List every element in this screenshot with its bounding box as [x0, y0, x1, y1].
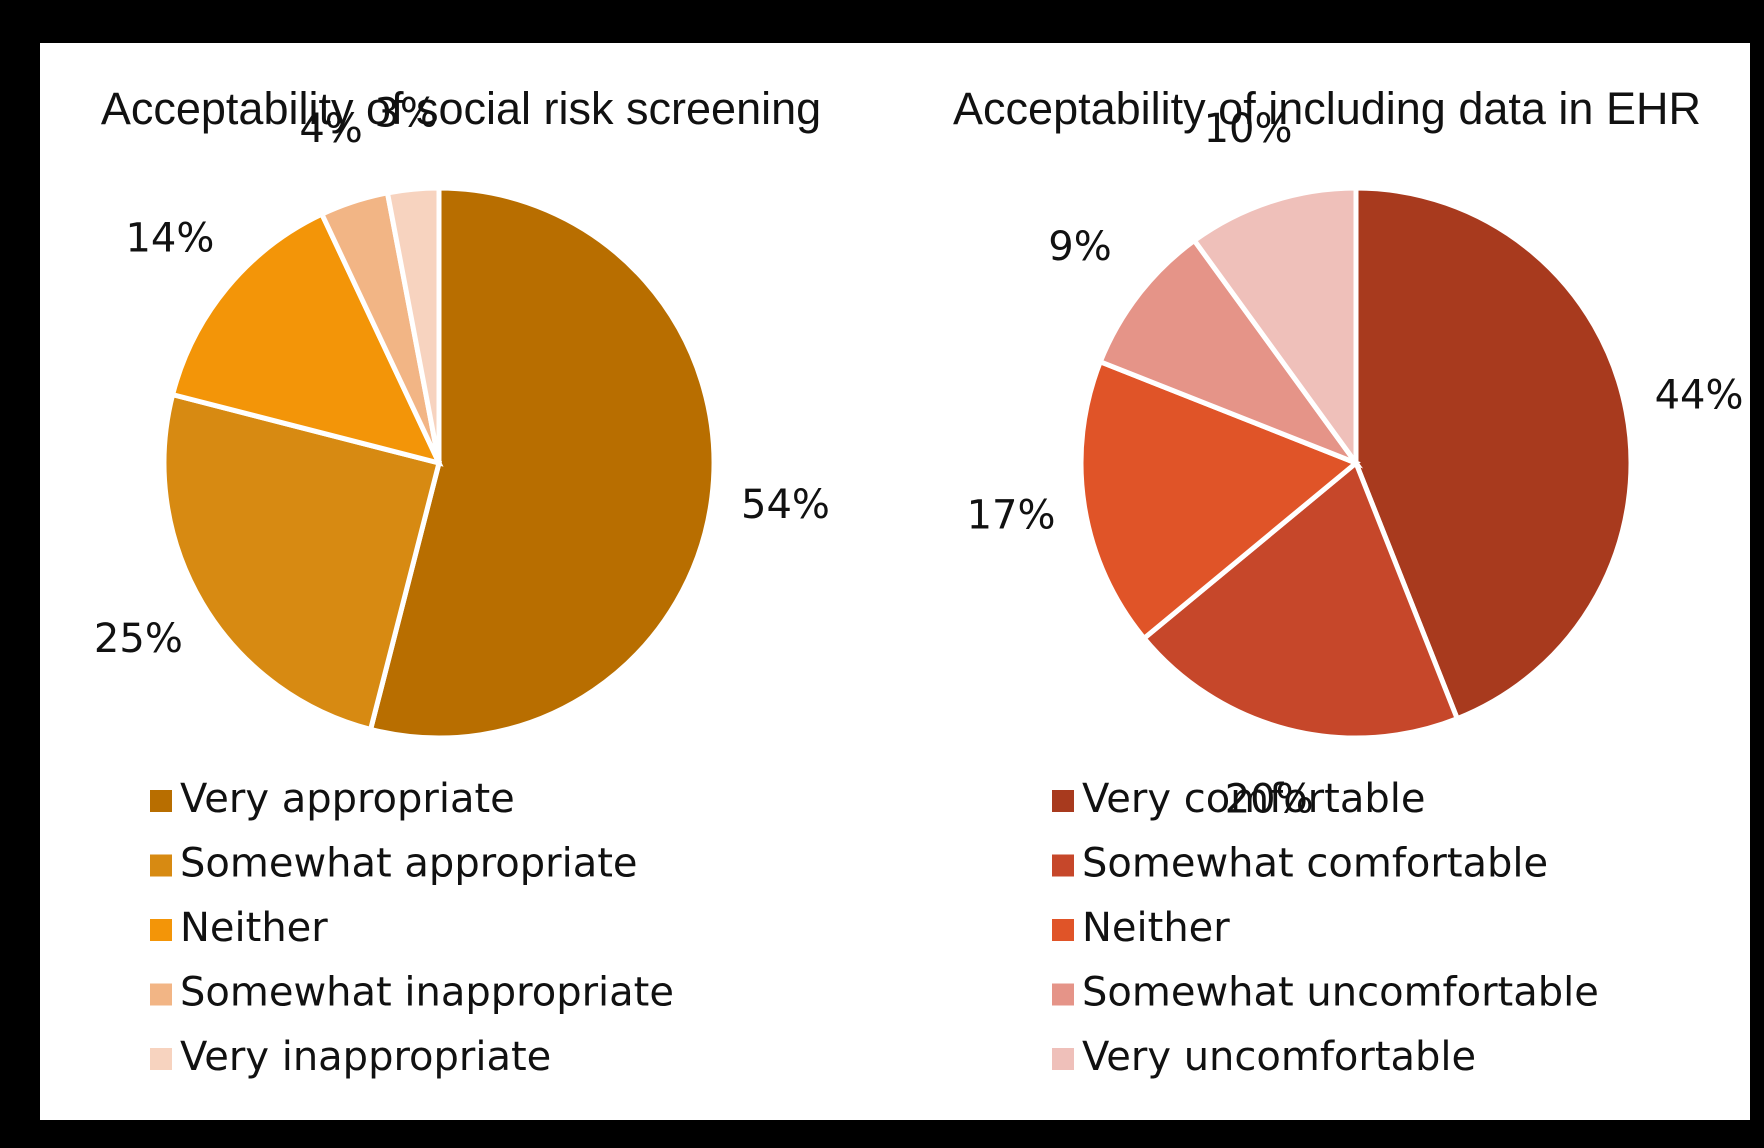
legend-swatch: [150, 790, 172, 812]
legend-label: Neither: [180, 905, 328, 951]
legend-swatch: [150, 919, 172, 941]
chart-title: Acceptability of including data in EHR: [953, 83, 1701, 134]
data-label: 25%: [94, 616, 183, 662]
legend-label: Very inappropriate: [180, 1034, 551, 1080]
legend-swatch: [150, 983, 172, 1006]
legend-label: Very comfortable: [1082, 776, 1425, 822]
data-label: 3%: [374, 90, 437, 136]
pie-slice: [1140, 458, 1461, 741]
pie-slice: [1078, 358, 1361, 642]
legend-label: Somewhat comfortable: [1082, 841, 1548, 887]
legend-label: Neither: [1082, 905, 1230, 951]
pie-slice: [169, 210, 444, 467]
legend-swatch: [1052, 1048, 1074, 1070]
data-label: 14%: [125, 215, 214, 261]
data-label: 54%: [741, 482, 830, 528]
pie-slice: [1190, 185, 1359, 471]
pie-slice: [1353, 185, 1634, 722]
legend-label: Somewhat appropriate: [180, 841, 638, 887]
legend-swatch: [150, 1048, 172, 1070]
legend-swatch: [1052, 919, 1074, 941]
data-label: 4%: [299, 106, 362, 152]
data-label: 9%: [1048, 224, 1111, 270]
data-label: 44%: [1655, 373, 1744, 419]
legend-swatch: [1052, 983, 1074, 1006]
legend-swatch: [1052, 790, 1074, 812]
legend-label: Very appropriate: [180, 776, 515, 822]
legend-label: Somewhat inappropriate: [180, 970, 674, 1016]
pie-slice: [384, 185, 442, 464]
data-label: 20%: [1225, 776, 1314, 822]
chart-title: Acceptability of social risk screening: [101, 83, 821, 134]
legend-swatch: [1052, 854, 1074, 877]
pie-slice: [1097, 237, 1364, 469]
legend-swatch: [150, 854, 172, 877]
legend-label: Very uncomfortable: [1082, 1034, 1476, 1080]
legend-label: Somewhat uncomfortable: [1082, 970, 1599, 1016]
data-label: 17%: [967, 493, 1056, 539]
pie-slice: [367, 185, 717, 741]
pie-slice: [161, 391, 443, 733]
data-label: 10%: [1204, 106, 1293, 152]
